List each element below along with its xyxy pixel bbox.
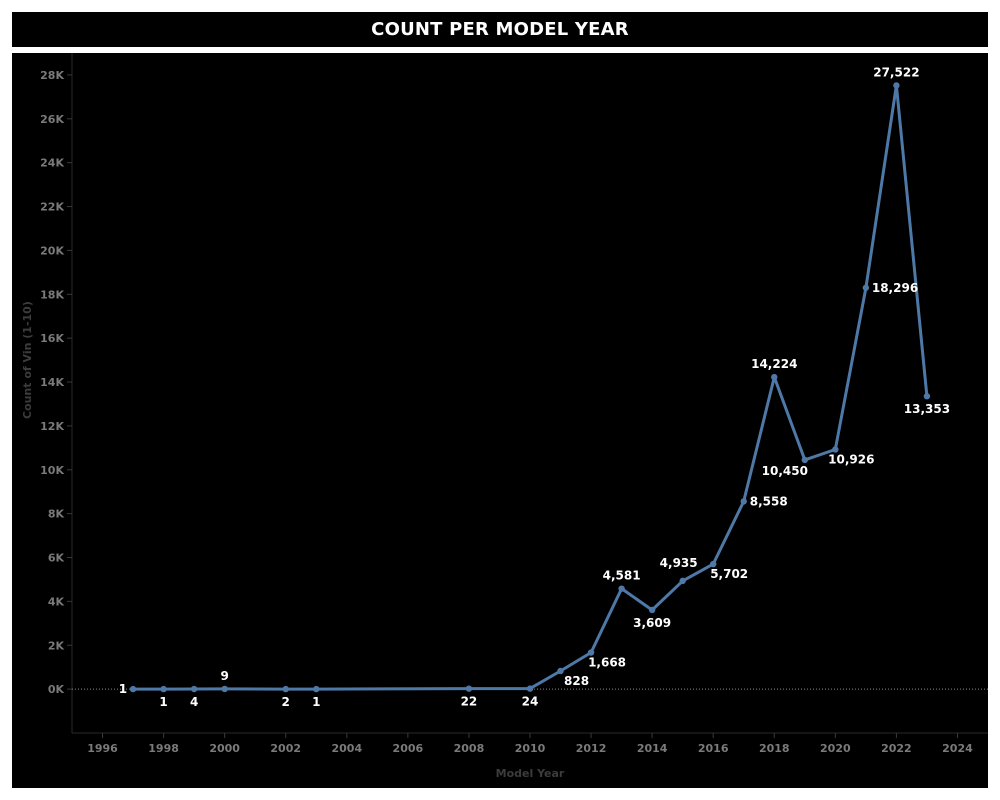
x-tick-label: 2022 <box>881 742 912 755</box>
data-point <box>893 82 900 89</box>
x-axis-title: Model Year <box>496 767 565 780</box>
chart-title-bar: COUNT PER MODEL YEAR <box>12 12 988 50</box>
x-tick-label: 2000 <box>209 742 240 755</box>
data-point <box>923 393 931 400</box>
data-point <box>710 560 717 568</box>
data-label: 1 <box>159 695 167 709</box>
data-point <box>557 667 564 675</box>
data-point <box>526 685 534 692</box>
chart-panel: 0K 2K 4K 6K 8K 10K 12K 14K 16K 18K 20K 22K 24K 26K 28K… <box>12 53 988 788</box>
data-label: 10,450 <box>762 464 808 478</box>
data-point <box>862 284 870 291</box>
y-tick-label: 6K <box>48 552 65 565</box>
x-tick-label: 1996 <box>87 742 118 755</box>
data-point <box>801 456 808 464</box>
y-tick-label: 20K <box>40 244 64 257</box>
data-label: 5,702 <box>710 567 748 581</box>
y-tick-label: 12K <box>40 420 64 433</box>
data-point <box>618 585 625 592</box>
y-tick-label: 26K <box>40 113 64 126</box>
data-point <box>679 577 686 585</box>
data-point <box>465 685 473 692</box>
y-tick-label: 2K <box>48 639 65 652</box>
data-label: 13,353 <box>904 402 950 416</box>
data-point <box>221 685 228 693</box>
x-tick-label: 1998 <box>148 742 179 755</box>
x-tick-label: 2002 <box>270 742 301 755</box>
data-point <box>129 685 137 693</box>
x-tick-label: 2024 <box>942 742 973 755</box>
y-tick-label: 4K <box>48 595 65 608</box>
data-label: 24 <box>522 695 539 709</box>
x-tick-label: 2006 <box>393 742 424 755</box>
y-tick-label: 14K <box>40 376 64 389</box>
data-label: 1 <box>119 682 127 696</box>
data-point <box>587 649 595 656</box>
x-tick-label: 2014 <box>637 742 668 755</box>
y-tick-label: 8K <box>48 508 65 521</box>
data-label: 8,558 <box>750 494 788 508</box>
y-tick-label: 16K <box>40 332 64 345</box>
x-tick-label: 2016 <box>698 742 729 755</box>
series-line <box>131 83 929 691</box>
data-label: 3,609 <box>633 616 671 630</box>
y-tick-label: 22K <box>40 201 64 214</box>
data-point <box>160 685 167 693</box>
data-label: 14,224 <box>751 357 797 371</box>
y-tick-label: 24K <box>40 157 64 170</box>
data-label: 9 <box>220 669 228 683</box>
y-tick-label: 28K <box>40 69 64 82</box>
data-point <box>740 498 747 505</box>
x-tick-label: 2012 <box>576 742 607 755</box>
data-label: 18,296 <box>872 281 918 295</box>
data-point <box>771 373 778 381</box>
data-label: 10,926 <box>828 452 874 466</box>
chart-title: COUNT PER MODEL YEAR <box>371 19 629 40</box>
data-label: 2 <box>282 695 290 709</box>
data-label: 1,668 <box>588 656 626 670</box>
data-point <box>313 685 320 693</box>
data-label: 22 <box>461 695 478 709</box>
data-label: 4,581 <box>603 569 641 583</box>
data-point <box>190 685 198 693</box>
data-point <box>648 606 656 614</box>
data-label: 1 <box>312 695 320 709</box>
data-label: 27,522 <box>873 65 919 79</box>
line-chart: 0K 2K 4K 6K 8K 10K 12K 14K 16K 18K 20K 22K 24K 26K 28K… <box>21 53 988 780</box>
x-tick-label: 2020 <box>820 742 851 755</box>
y-axis-title: Count of Vin (1-10) <box>21 301 34 419</box>
x-tick-label: 2010 <box>515 742 546 755</box>
data-point <box>282 685 289 693</box>
x-tick-label: 2008 <box>454 742 485 755</box>
y-tick-label: 10K <box>40 464 64 477</box>
x-tick-label: 2018 <box>759 742 790 755</box>
x-tick-label: 2004 <box>331 742 362 755</box>
data-label: 4,935 <box>660 556 698 570</box>
data-label: 4 <box>190 695 198 709</box>
y-tick-label: 18K <box>40 288 64 301</box>
data-label: 828 <box>564 674 589 688</box>
y-tick-label: 0K <box>48 683 65 696</box>
data-point <box>832 446 839 453</box>
